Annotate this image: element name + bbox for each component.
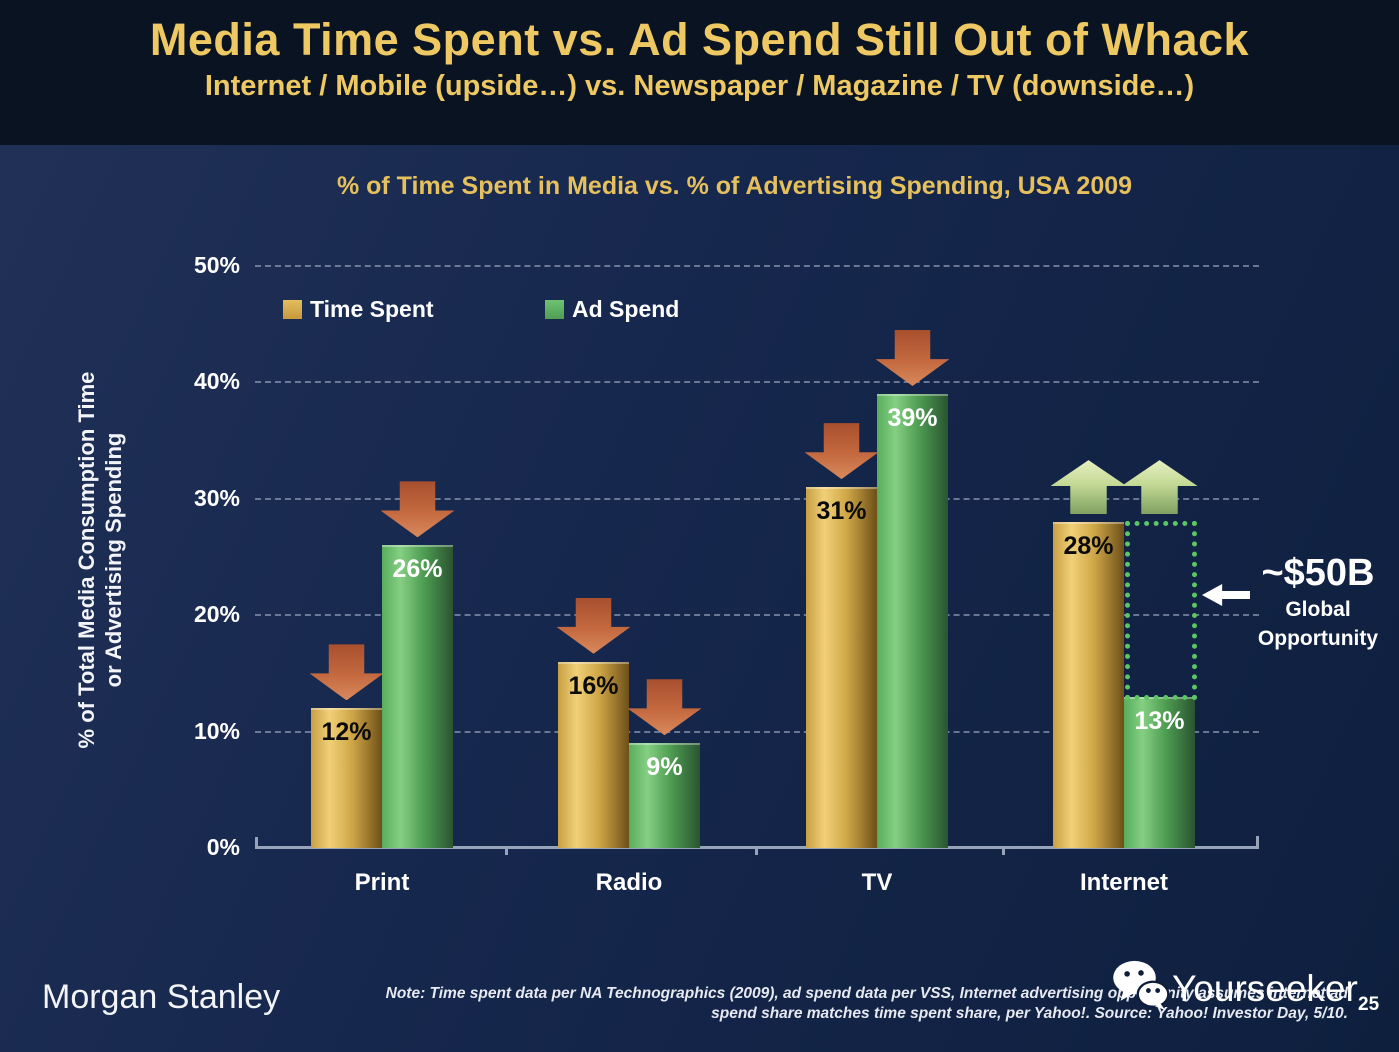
- footnote: Note: Time spent data per NA Technograph…: [386, 984, 1348, 1024]
- trend-down-arrow-icon: [875, 330, 950, 387]
- y-tick-label-50: 50%: [193, 252, 240, 278]
- x-axis-left-cap: [255, 837, 258, 848]
- bar-ad-spend-internet: [1124, 696, 1195, 848]
- bar-time-spent-print: [311, 708, 382, 848]
- bar-ad-spend-tv: [877, 394, 948, 848]
- category-label-tv: TV: [861, 869, 893, 896]
- category-label-internet: Internet: [1079, 869, 1168, 896]
- slide-header: Media Time Spent vs. Ad Spend Still Out …: [0, 0, 1399, 145]
- bar-ad-spend-print: [382, 545, 453, 848]
- value-label-time-spent-print: 12%: [321, 718, 372, 747]
- bar-time-spent-tv: [806, 487, 877, 848]
- footnote-line2: spend share matches time spent share, pe…: [711, 1005, 1348, 1022]
- bar-time-spent-radio: [558, 661, 629, 848]
- y-tick-label-10: 10%: [193, 717, 240, 744]
- gridline-40: [255, 381, 1259, 384]
- legend-swatch-ad-spend: [545, 300, 564, 319]
- legend-item-time-spent: Time Spent: [283, 296, 434, 323]
- x-axis-right-cap: [1256, 836, 1259, 847]
- trend-down-arrow-icon: [804, 423, 879, 480]
- opportunity-value: ~$50B: [1261, 552, 1375, 594]
- value-label-ad-spend-radio: 9%: [646, 753, 683, 782]
- x-axis-tick-2: [1002, 847, 1005, 855]
- y-tick-label-0: 0%: [206, 834, 240, 860]
- slide-title: Media Time Spent vs. Ad Spend Still Out …: [149, 14, 1250, 65]
- value-label-time-spent-internet: 28%: [1063, 532, 1114, 561]
- category-label-radio: Radio: [595, 869, 663, 896]
- watermark: Yourseeker: [1112, 960, 1358, 1010]
- legend-label-ad-spend: Ad Spend: [572, 296, 680, 322]
- value-label-time-spent-radio: 16%: [568, 671, 619, 700]
- value-label-ad-spend-internet: 13%: [1134, 706, 1185, 735]
- gridline-20: [255, 614, 1259, 617]
- trend-up-arrow-icon: [1121, 460, 1198, 515]
- gridline-50: [255, 265, 1259, 267]
- opportunity-label-line2: Opportunity: [1257, 627, 1379, 650]
- y-tick-label-30: 30%: [193, 484, 240, 511]
- x-axis-tick-1: [755, 847, 758, 855]
- opportunity-label-line1: Global: [1285, 598, 1351, 621]
- wechat-icon: [1113, 960, 1170, 1010]
- legend-swatch-time-spent: [283, 300, 302, 319]
- gridline-10: [255, 730, 1259, 733]
- x-axis-tick-0: [505, 847, 508, 855]
- trend-down-arrow-icon: [309, 644, 384, 701]
- value-label-time-spent-tv: 31%: [816, 497, 867, 526]
- category-label-print: Print: [354, 869, 410, 896]
- brand-logo: Morgan Stanley: [42, 978, 281, 1016]
- watermark-text: Yourseeker: [1172, 968, 1358, 1009]
- slide-subtitle: Internet / Mobile (upside…) vs. Newspape…: [204, 70, 1195, 102]
- page-number: 25: [1358, 994, 1380, 1015]
- value-label-ad-spend-print: 26%: [392, 555, 443, 584]
- opportunity-annotation: ~$50B Global Opportunity: [1202, 552, 1396, 653]
- legend-label-time-spent: Time Spent: [310, 296, 434, 322]
- legend-item-ad-spend: Ad Spend: [545, 296, 679, 323]
- chart-title: % of Time Spent in Media vs. % of Advert…: [336, 172, 1133, 200]
- bar-ad-spend-radio: [629, 743, 700, 848]
- trend-down-arrow-icon: [556, 597, 631, 654]
- bar-time-spent-internet: [1053, 522, 1124, 848]
- trend-down-arrow-icon: [380, 481, 455, 538]
- opportunity-box: [1125, 521, 1197, 700]
- gridline-30: [255, 497, 1259, 500]
- trend-down-arrow-icon: [627, 679, 702, 736]
- y-tick-label-20: 20%: [193, 601, 240, 628]
- value-label-ad-spend-tv: 39%: [887, 404, 938, 433]
- footnote-line1: Note: Time spent data per NA Technograph…: [385, 985, 1348, 1002]
- trend-up-arrow-icon: [1050, 460, 1127, 515]
- y-tick-label-40: 40%: [193, 368, 240, 395]
